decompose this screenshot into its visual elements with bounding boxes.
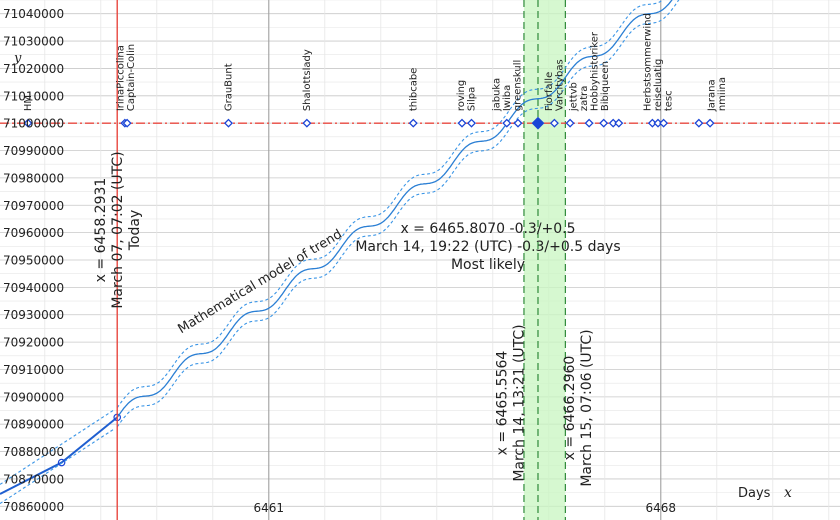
guess-name-9-0: Herbstsommerwind (643, 13, 654, 111)
guess-name-4-0: thibcabe (408, 68, 419, 112)
lower-bound-label-1: March 14, 13:21 (UTC) (511, 324, 527, 481)
today-label-1: March 07, 07:02 (UTC) (110, 151, 126, 308)
guess-name-1-0: IrinaPiccolina (116, 45, 127, 111)
y-tick-label: 70910000 (3, 363, 64, 377)
upper-bound-label-1: March 15, 07:06 (UTC) (579, 329, 595, 486)
guess-marker (599, 118, 609, 128)
y-axis-symbol: y (13, 51, 22, 66)
y-tick-label: 71010000 (3, 89, 64, 103)
y-tick-label: 70880000 (3, 445, 64, 459)
y-tick-label: 70960000 (3, 226, 64, 240)
y-tick-label: 71040000 (3, 7, 64, 21)
guess-name-9-1: reiseluatig (653, 59, 664, 111)
guess-marker (302, 118, 312, 128)
y-tick-label: 70970000 (3, 199, 64, 213)
trend-line (116, 0, 673, 418)
y-tick-label: 70900000 (3, 390, 64, 404)
lower-bound-label-0: x = 6465.5564 (494, 351, 510, 456)
most-likely-label-0: x = 6465.8070 -0.3/+0.5 (400, 221, 575, 237)
upper-bound-label-0: x = 6466.2960 (562, 356, 578, 461)
guess-marker (565, 118, 575, 128)
guess-marker (705, 118, 715, 128)
guess-name-2-0: GrauBunt (223, 63, 234, 111)
guess-name-5-0: roving (456, 80, 467, 111)
axis-labels: 70860000 70870000 70880000 70890000 70900000… (3, 7, 792, 515)
guess-marker (457, 118, 467, 128)
guess-name-7-0: Fiorfalle (544, 72, 555, 111)
guess-name-6-1: Iwiba (502, 85, 513, 111)
guess-marker (531, 116, 545, 130)
trend-model (0, 0, 680, 505)
guess-name-1-1: Captain-Colin (126, 44, 137, 111)
guess-name-5-1: Silpa (467, 87, 478, 111)
x-tick-label: 6461 (254, 501, 285, 515)
guess-name-8-0: jettvb (568, 82, 579, 112)
today-label-0: x = 6458.2931 (93, 178, 109, 283)
observed-upper-band (0, 408, 116, 485)
most-likely-label-1: March 14, 19:22 (UTC) -0.3/+0.5 days (355, 239, 620, 255)
y-tick-label: 70990000 (3, 144, 64, 158)
guess-name-10-0: Jarana (707, 79, 718, 112)
guess-marker (467, 118, 477, 128)
guess-marker (614, 118, 624, 128)
guess-marker (408, 118, 418, 128)
x-axis-symbol: x (784, 485, 792, 501)
y-tick-label: 71020000 (3, 62, 64, 76)
guess-name-9-2: tesc (664, 90, 675, 111)
observed-series-line (0, 416, 118, 495)
trend-upper-band (116, 0, 664, 409)
guess-marker (659, 118, 669, 128)
guess-marker (122, 118, 132, 128)
y-tick-label: 71000000 (3, 117, 64, 131)
guess-marker (223, 118, 233, 128)
guess-name-8-2: Hobbyhistoriker (589, 31, 600, 111)
guess-name-0-0: HM (23, 95, 34, 111)
guess-name-6-0: jabuka (491, 78, 502, 112)
guess-markers: HM IrinaPiccolina Captain-Colin GrauBunt Sha… (23, 13, 728, 130)
guess-name-10-1: nmiina (717, 77, 728, 111)
y-tick-label: 70950000 (3, 254, 64, 268)
y-tick-label: 70940000 (3, 281, 64, 295)
guess-marker (694, 118, 704, 128)
guess-name-8-3: Bibiqueen (600, 61, 611, 111)
y-tick-label: 70890000 (3, 418, 64, 432)
today-label-2: Today (127, 210, 143, 252)
y-tick-label: 70920000 (3, 336, 64, 350)
y-tick-label: 71030000 (3, 35, 64, 49)
guess-name-6-2: greenskull (512, 60, 523, 111)
y-tick-label: 70870000 (3, 472, 64, 486)
guess-name-3-0: Shalottslady (302, 49, 313, 111)
x-tick-label: 6468 (646, 501, 677, 515)
guess-marker (513, 118, 523, 128)
y-tick-label: 70860000 (3, 500, 64, 514)
observed-lower-band (0, 428, 116, 505)
y-tick-label: 70930000 (3, 308, 64, 322)
trend-lower-band (116, 0, 680, 428)
most-likely-label-2: Most likely (451, 257, 525, 273)
guess-marker (502, 118, 512, 128)
x-axis-label: Days (738, 486, 771, 501)
guess-marker (584, 118, 594, 128)
guess-marker (549, 118, 559, 128)
observed-point (57, 458, 66, 467)
y-tick-label: 70980000 (3, 171, 64, 185)
guess-name-8-1: zatra (579, 86, 590, 112)
guess-marker (23, 118, 33, 128)
guess-name-7-1: Varcitybas (555, 59, 566, 111)
